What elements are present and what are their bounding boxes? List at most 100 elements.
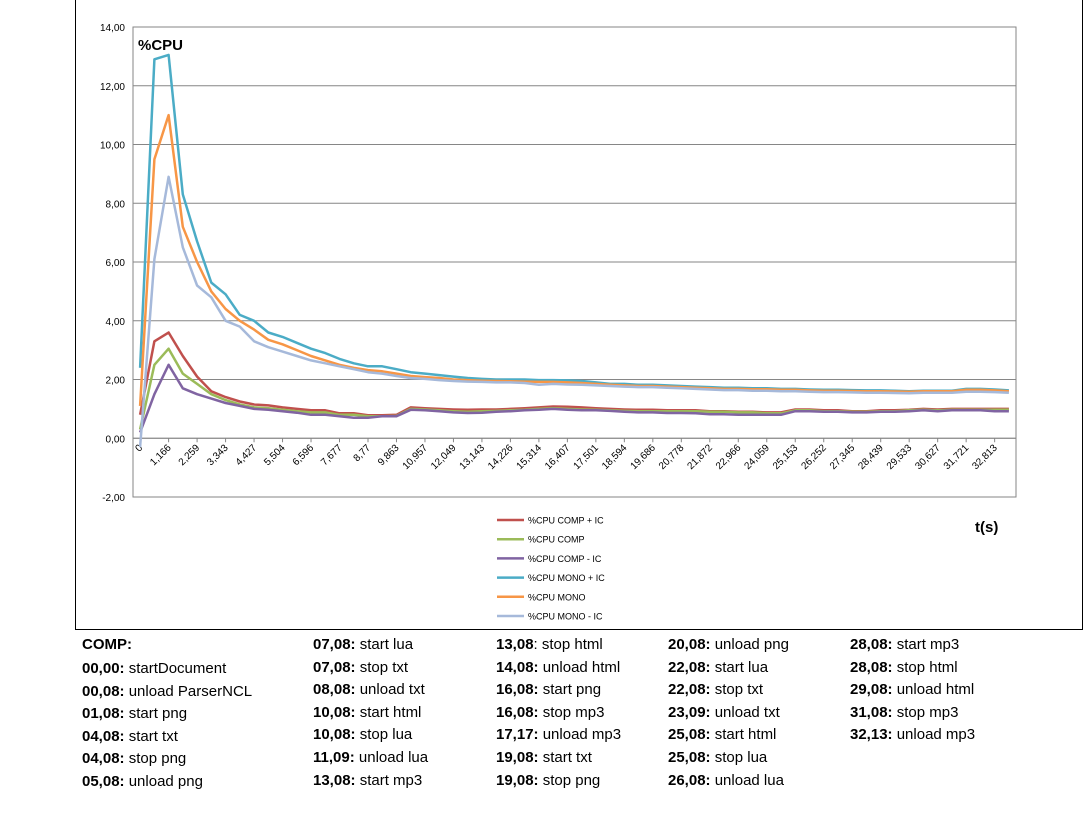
event-entry: 14,08: unload html [496,659,620,676]
event-label: unload ParserNCL [124,682,253,700]
event-label: stop txt [710,681,764,699]
event-time: 00,00: [82,660,125,677]
x-tick-label: 16,407 [543,442,573,472]
event-time: 10,08: [313,703,356,721]
event-time: 28,08: [850,658,893,676]
event-label: stop txt [355,658,409,676]
x-tick-label: 10,957 [401,442,431,472]
event-time: 07,08: [313,636,356,653]
x-tick-label: 18,594 [600,442,630,472]
y-tick-label: -2,00 [102,493,125,504]
y-tick-label: 6,00 [106,258,126,269]
event-time: 11,09: [313,749,355,766]
y-tick-label: 10,00 [100,141,125,152]
chart-area [75,0,1083,630]
event-entry: 13,08: start mp3 [313,772,422,789]
event-time: 20,08: [668,636,711,653]
event-label: stop lua [355,726,413,744]
event-time: 13,08 [496,636,534,653]
event-label: startDocument [124,660,227,677]
event-label: start mp3 [892,636,960,653]
event-label: start txt [538,749,592,766]
event-label: unload lua [710,771,784,789]
x-tick-label: 9,863 [376,442,402,468]
x-tick-label: 7,677 [319,442,345,468]
event-time: 16,08: [496,681,539,699]
y-tick-label: 12,00 [100,82,125,93]
event-time: 08,08: [313,681,356,699]
x-tick-label: 31,721 [942,442,972,472]
x-tick-label: 19,686 [629,442,659,472]
event-label: unload txt [355,681,425,699]
event-label: stop mp3 [892,703,959,721]
event-entry: 19,08: start txt [496,749,592,766]
x-tick-label: 30,627 [913,442,943,472]
x-tick-label: 13,143 [458,442,488,472]
event-label: start txt [124,727,178,745]
event-time: 04,08: [82,727,125,745]
event-label: start lua [710,658,769,676]
event-entry: 16,08: stop mp3 [496,704,604,721]
event-time: 14,08: [496,658,539,676]
event-time: 26,08: [668,771,711,789]
event-time: 01,08: [82,705,125,723]
legend-entry: %CPU COMP [528,535,585,545]
event-label: unload lua [354,749,429,766]
event-label: stop html [892,658,958,676]
event-entry: 22,08: start lua [668,659,768,676]
event-entry: 29,08: unload html [850,681,974,698]
event-label: start lua [355,636,414,653]
cpu-line-chart: 14,00 12,00 10,00 8,00 6,00 4,00 2,00 0,00 -2,00… [100,23,1017,622]
event-entry: 25,08: stop lua [668,749,767,766]
event-entry: 07,08: start lua [313,636,413,653]
event-time: 22,08: [668,681,711,699]
x-tick-label: 20,778 [657,442,687,472]
series-line-5 [138,113,1009,406]
event-entry: 10,08: start html [313,704,421,721]
event-label: unload mp3 [538,726,622,744]
event-label: stop png [124,750,187,768]
event-entry: 00,08: unload ParserNCL [82,683,252,700]
series-line-6 [138,175,1009,448]
legend-entry: %CPU MONO - IC [528,612,603,622]
event-entry: 28,08: stop html [850,659,958,676]
y-tick-label: 4,00 [106,317,126,328]
event-entry: 19,08: stop png [496,772,600,789]
x-tick-label: 28,439 [856,442,886,472]
event-time: 17,17: [496,726,539,744]
event-label: unload html [892,681,975,699]
event-time: 13,08: [313,771,356,789]
legend-entry: %CPU MONO + IC [528,573,605,583]
event-label: unload png [124,773,203,790]
event-label: start mp3 [355,771,423,789]
event-entry: 22,08: stop txt [668,681,763,698]
event-time: 19,08: [496,771,539,789]
event-entry: 20,08: unload png [668,636,789,653]
event-time: 32,13: [850,726,893,744]
event-time: 19,08: [496,749,539,766]
event-label: unload mp3 [892,726,976,744]
event-entry: 11,09: unload lua [313,749,428,766]
event-entry: 23,09: unload txt [668,704,780,721]
event-entry: 05,08: unload png [82,773,203,790]
event-label: unload html [538,658,621,676]
event-label: start html [355,703,422,721]
series-line-2 [138,347,1009,430]
x-tick-label: 3,343 [205,442,231,468]
y-tick-label: 14,00 [100,23,125,34]
event-time: 00,08: [82,682,125,700]
x-tick-label: 12,049 [429,442,459,472]
event-entry: 16,08: start png [496,681,601,698]
event-time: 29,08: [850,681,893,699]
event-label: start png [124,705,188,723]
x-tick-label: 26,252 [799,442,829,472]
event-time: 16,08: [496,703,539,721]
chart-title: %CPU [138,37,183,54]
x-tick-label: 15,314 [515,442,545,472]
x-tick-label: 1,166 [148,442,174,468]
event-entry: 28,08: start mp3 [850,636,959,653]
event-label: : stop html [533,636,603,653]
event-label: start html [710,726,777,744]
event-entry: 08,08: unload txt [313,681,425,698]
event-time: 22,08: [668,658,711,676]
